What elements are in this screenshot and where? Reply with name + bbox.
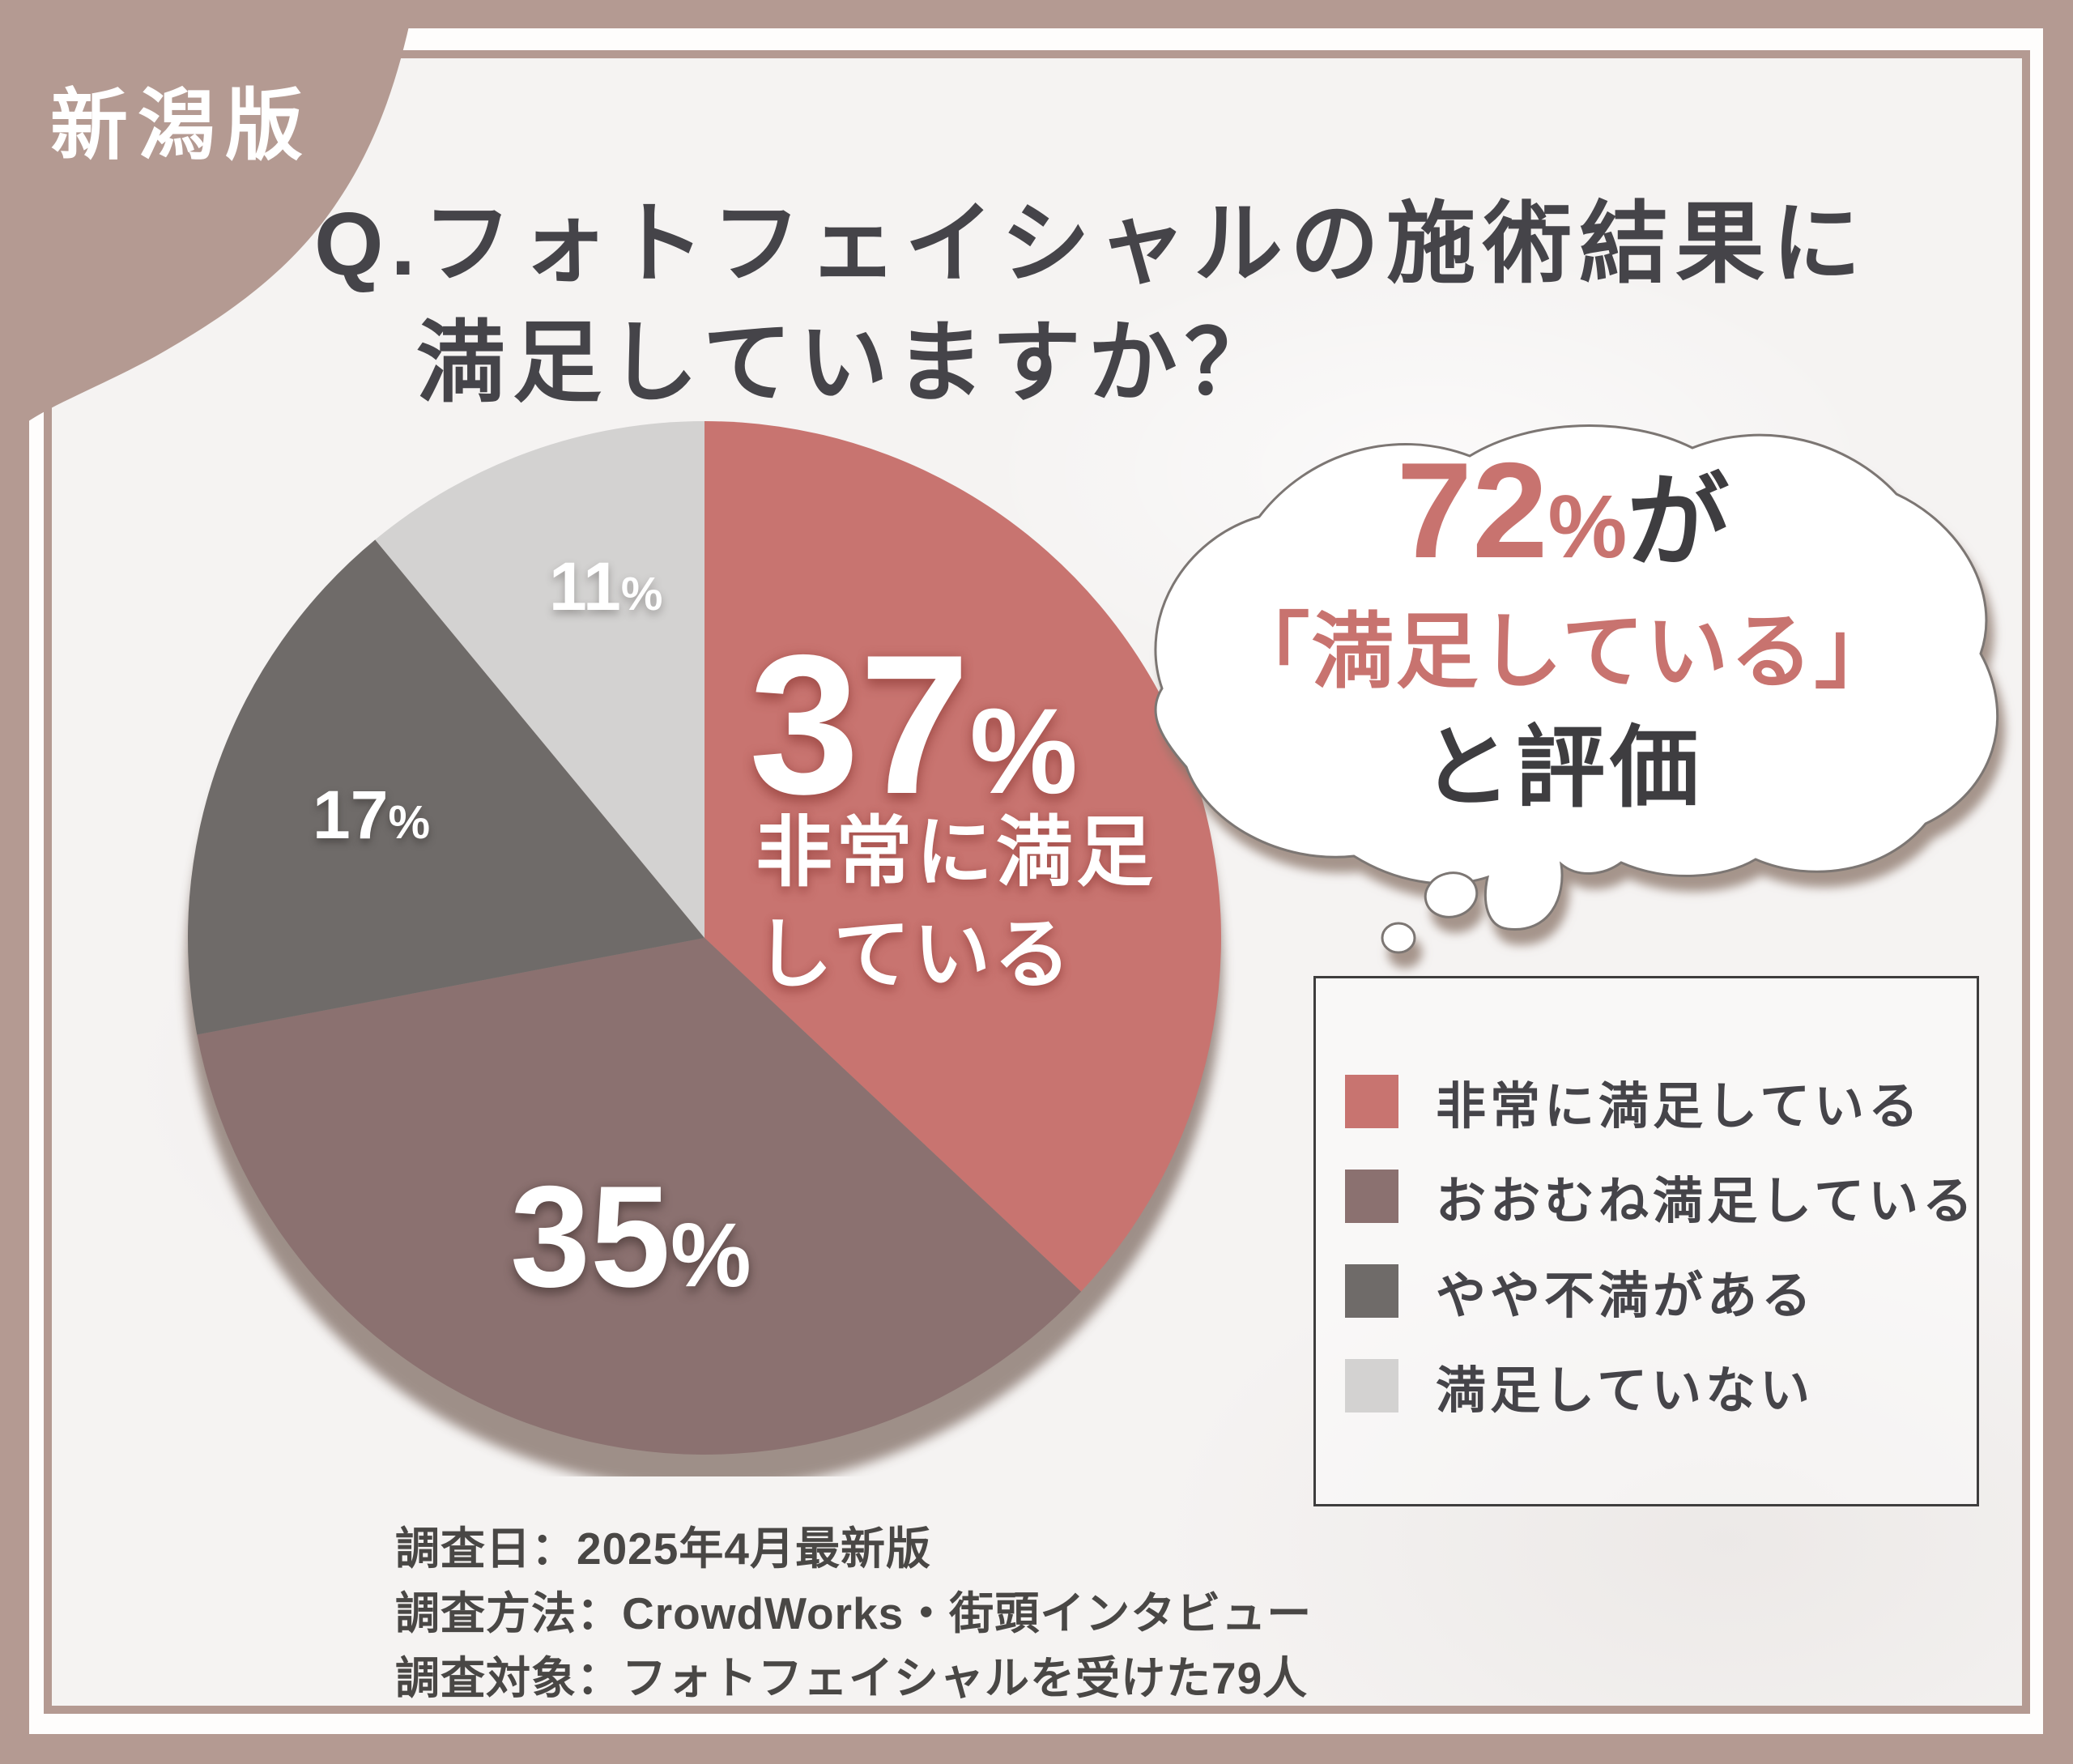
corner-badge-blob [0, 0, 415, 444]
pie-slice-1 [197, 938, 1082, 1455]
percent-sign: % [620, 568, 663, 620]
legend-label-2: やや不満がある [1436, 1268, 1816, 1324]
percent-sign: % [670, 1204, 751, 1306]
bubble-line2: 「満足している」 [1227, 606, 1899, 698]
legend-item-3: 満足していない [1345, 1358, 1977, 1419]
legend-item-0: 非常に満足している [1345, 1074, 1977, 1135]
pie-label-very-satisfied: 37% [749, 625, 1078, 824]
legend-label-1: おおむね満足している [1436, 1173, 1977, 1229]
pie-chart [186, 421, 1223, 1476]
pie-label-value: 37 [749, 613, 970, 835]
legend-item-2: やや不満がある [1345, 1263, 1977, 1324]
bubble-text-block: 72%が 「満足している」 と評価 [1134, 428, 1992, 813]
legend-item-1: おおむね満足している [1345, 1169, 1977, 1229]
legend-swatch-1 [1345, 1169, 1398, 1223]
bubble-line1: 72%が [1397, 442, 1730, 578]
footnote-survey-date: 調査日：2025年4月最新版 [395, 1523, 931, 1574]
footnote-survey-subjects: 調査対象：フォトフェイシャルを受けた79人 [395, 1653, 1309, 1703]
thought-bubble-circle-small [1381, 922, 1416, 954]
pie-slice-2 [188, 539, 705, 1035]
bubble-suffix: が [1627, 465, 1730, 579]
legend-label-0: 非常に満足している [1436, 1078, 1923, 1135]
bubble-percent: 72 [1396, 434, 1548, 586]
badge-label: 新潟版 [50, 83, 313, 169]
pie-label-mostly-satisfied: 35% [510, 1165, 751, 1309]
footnote-survey-method: 調査方法：CrowdWorks・街頭インタビュー [395, 1588, 1313, 1638]
pie-label-not-satisfied: 11% [549, 552, 662, 620]
percent-sign: % [388, 796, 431, 849]
pie-slice-0 [704, 421, 1221, 1292]
page-title-line2: 満足していますか？ [416, 313, 1281, 413]
percent-sign: % [1547, 477, 1628, 577]
footnotes: 調査日：2025年4月最新版 調査方法：CrowdWorks・街頭インタビュー … [395, 1516, 1312, 1711]
legend-label-3: 満足していない [1436, 1362, 1815, 1419]
page-title-line1: Q.フォトフェイシャルの施術結果に [314, 194, 1869, 294]
pie-slices [188, 421, 1221, 1455]
thought-bubble [1154, 424, 1999, 954]
pie-callout-line1: 非常に満足 [756, 810, 1157, 896]
thought-bubble-body [1154, 424, 1999, 931]
bubble-line3: と評価 [1422, 718, 1704, 818]
pie-label-somewhat-dissatisfied: 17% [313, 781, 430, 849]
pie-label-value: 35 [510, 1156, 670, 1317]
legend-swatch-0 [1345, 1074, 1398, 1128]
legend-swatch-2 [1345, 1263, 1398, 1318]
pie-label-value: 11 [549, 548, 621, 624]
pie-slice-3 [375, 421, 704, 938]
pie-label-value: 17 [313, 777, 389, 853]
percent-sign: % [969, 683, 1078, 819]
thought-bubble-circle-large [1424, 871, 1479, 918]
legend-swatch-3 [1345, 1358, 1398, 1412]
legend-box: 非常に満足している おおむね満足している やや不満がある 満足していない [1313, 976, 1979, 1506]
pie-callout-line2: している [756, 912, 1075, 998]
